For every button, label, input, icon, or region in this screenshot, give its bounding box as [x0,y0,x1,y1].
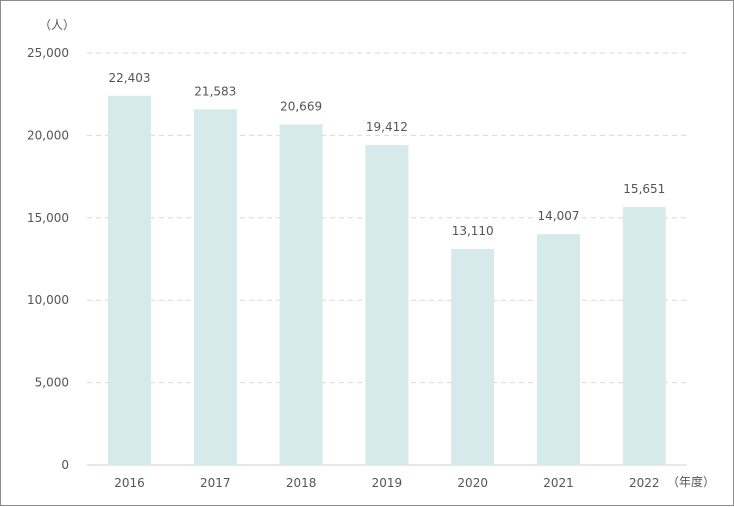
x-tick-label-2019: 2019 [372,476,403,490]
bar-2018 [279,124,323,465]
bars [108,95,666,466]
bar-2020 [451,248,495,465]
x-axis-ticks: 2016 2017 2018 2019 2020 2021 2022 [114,476,659,490]
x-tick-label-2018: 2018 [286,476,317,490]
y-tick-label: 10,000 [27,293,69,307]
y-tick-label: 0 [61,458,69,472]
y-tick-label: 25,000 [27,46,69,60]
y-tick-label: 15,000 [27,211,69,225]
y-axis-unit: （人） [39,18,75,32]
x-tick-label-2022: 2022 [629,476,660,490]
bar-2016 [108,95,151,466]
bar-2019 [365,145,409,465]
bar-2017 [193,109,237,465]
value-labels: 22,403 21,583 20,669 19,412 13,110 14,007 15,6… [109,71,666,238]
y-axis-ticks: 0 5,000 10,000 15,000 20,000 25,000 [27,46,69,472]
value-label-2018: 20,669 [280,99,322,113]
value-label-2019: 19,412 [366,120,408,134]
bar-2022 [622,207,666,465]
x-tick-label-2021: 2021 [543,476,574,490]
value-label-2021: 14,007 [538,209,580,223]
y-tick-label: 20,000 [27,128,69,142]
x-tick-label-2020: 2020 [457,476,488,490]
value-label-2022: 15,651 [623,182,665,196]
x-axis-unit: （年度） [667,474,715,489]
value-label-2017: 21,583 [194,84,236,98]
x-tick-label-2016: 2016 [114,476,145,490]
value-label-2016: 22,403 [109,71,151,85]
bar-2021 [537,234,580,465]
y-tick-label: 5,000 [35,376,69,390]
x-tick-label-2017: 2017 [200,476,231,490]
value-label-2020: 13,110 [452,224,494,238]
